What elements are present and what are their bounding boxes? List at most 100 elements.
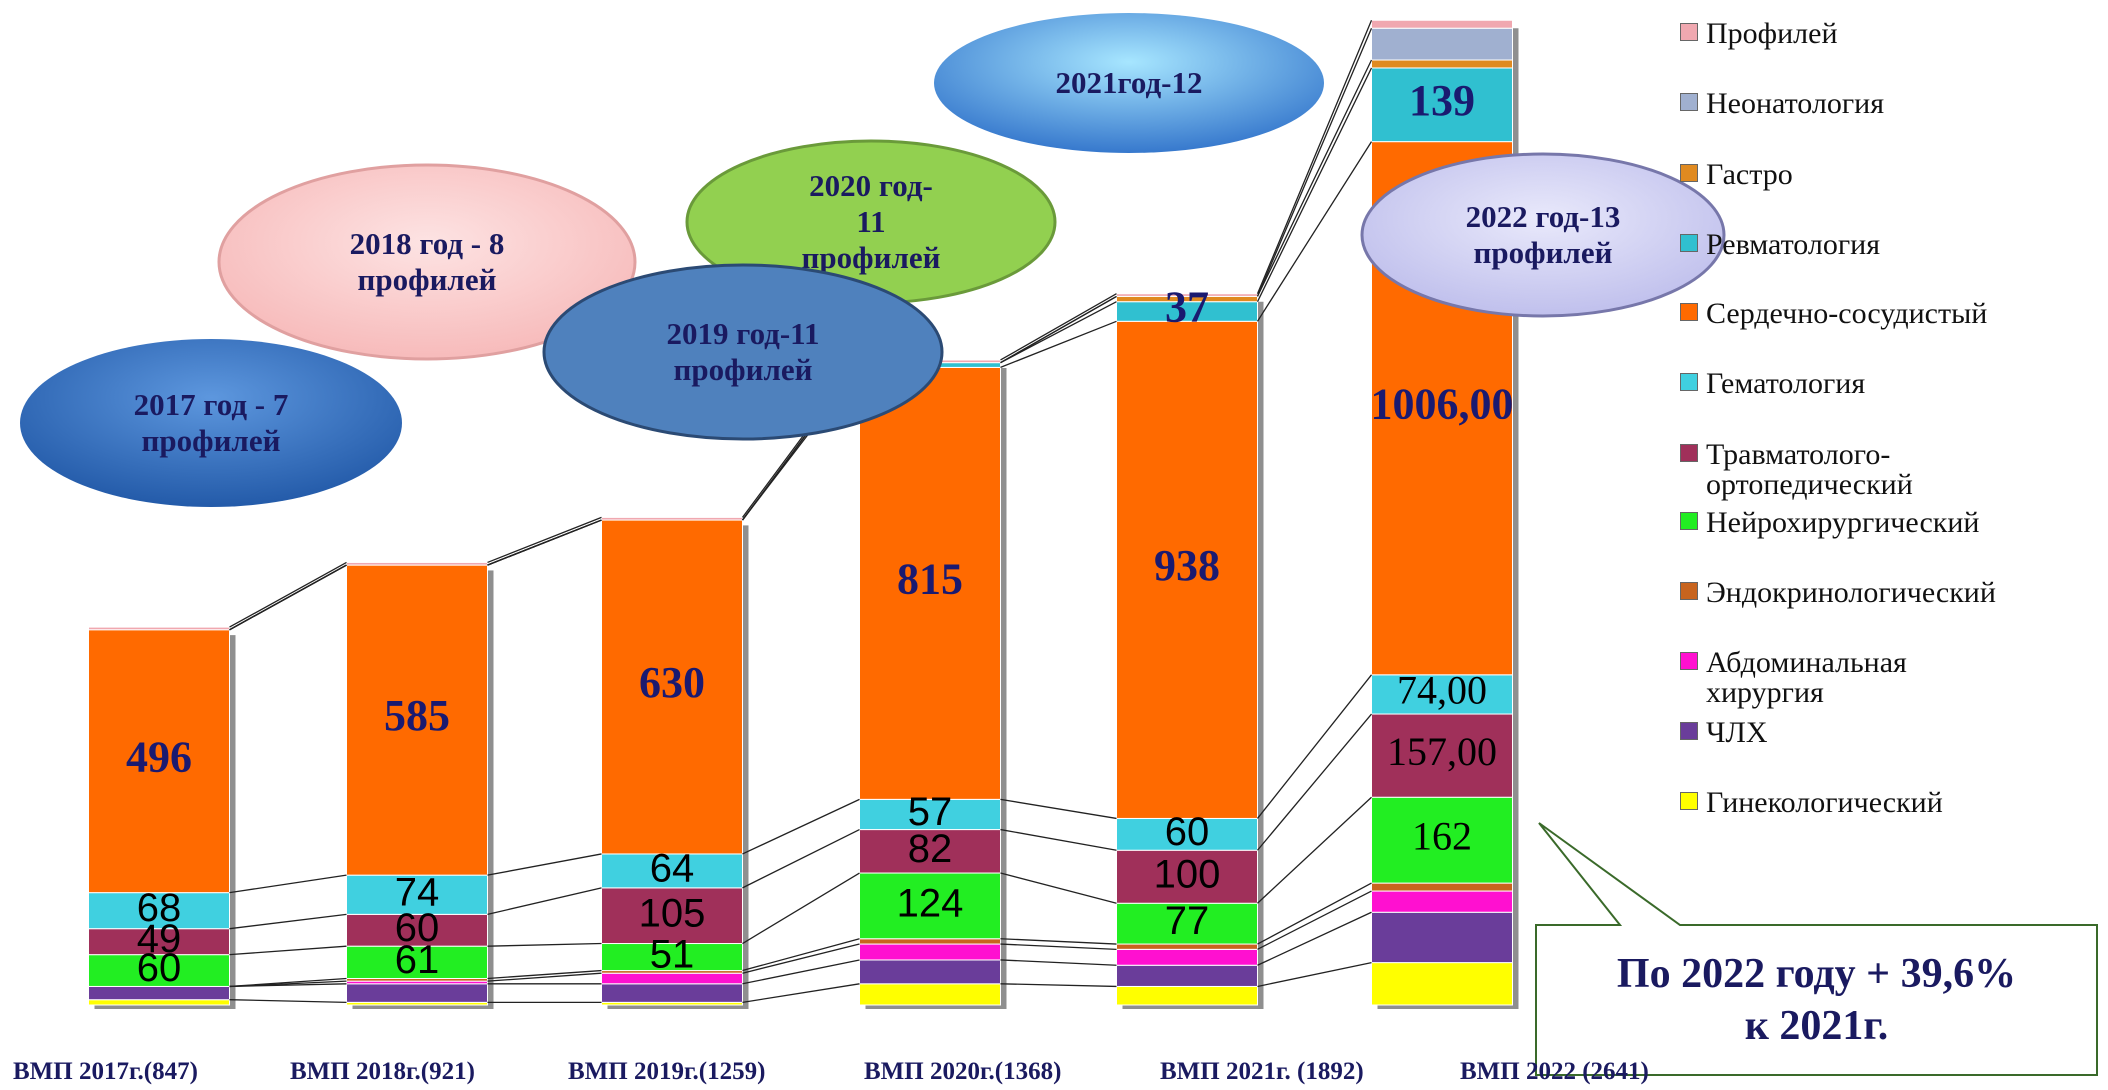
bar-segment [1371, 796, 1513, 884]
connector-line [1256, 141, 1373, 322]
legend-swatch [1680, 444, 1698, 462]
legend-item: Сердечно-сосудистый [1680, 299, 2100, 329]
bar-segment [601, 887, 743, 945]
annotation-ellipse [217, 163, 637, 361]
annotation-box: 2019 год-11 профилей [666, 316, 820, 387]
connector-line [742, 872, 860, 945]
connector-line [487, 887, 602, 916]
data-label: 37 [1165, 283, 1209, 332]
bar-segment [601, 516, 743, 521]
legend-label: ЧЛХ [1706, 716, 1768, 749]
data-label: 74,00 [1397, 668, 1487, 713]
data-label: 124 [897, 881, 964, 925]
bar-segment [88, 892, 230, 930]
data-label: 64 [650, 846, 695, 890]
annotation-text: 2019 год-11 профилей [666, 316, 820, 387]
callout-text: По 2022 году + 39,6% к 2021г. [1616, 951, 2017, 1049]
legend-label: Эндокринологический [1706, 576, 1996, 609]
bar-segment [1371, 911, 1513, 964]
connector-line [1000, 943, 1117, 950]
connector-line [487, 942, 602, 947]
connector-line [1257, 713, 1372, 851]
bar-segment [1371, 962, 1513, 1006]
legend-label: Профилей [1706, 17, 1838, 50]
data-label: 68 [137, 886, 182, 930]
legend-item: Неонатология [1680, 89, 2100, 119]
annotation-box: 2017 год - 7 профилей [133, 387, 289, 458]
bar-segment [346, 564, 488, 876]
bar-segment [346, 561, 488, 566]
legend-item: ЧЛХ [1680, 718, 2100, 748]
annotation-text: 2017 год - 7 профилей [133, 387, 289, 458]
data-label: 938 [1154, 541, 1220, 590]
data-label: 74 [395, 870, 440, 914]
annotation-box: 2022 год-13 профилей [1466, 199, 1621, 270]
bar-segment [1371, 674, 1513, 715]
connector-line [1257, 796, 1372, 904]
connector-line [742, 938, 860, 972]
data-label: 1006,00 [1371, 379, 1514, 428]
annotation-text: 2018 год - 8 профилей [349, 226, 505, 297]
data-label: 77 [1165, 899, 1210, 943]
connector-line [487, 853, 602, 876]
connector-line [1257, 882, 1372, 945]
data-label: 57 [908, 790, 953, 834]
legend-swatch [1680, 512, 1698, 530]
data-label: 60 [395, 906, 440, 950]
connector-line [1000, 798, 1117, 820]
x-tick-label: ВМП 2018г.(921) [290, 1058, 475, 1085]
data-label: 815 [897, 554, 963, 603]
bar-segment [1116, 902, 1258, 945]
bar-segment [601, 519, 743, 855]
bar-segment [346, 913, 488, 947]
connector-line [1000, 959, 1117, 966]
bar-segment [601, 853, 743, 889]
legend-item: Ревматология [1680, 230, 2100, 260]
connector-line [1256, 20, 1373, 294]
data-label: 49 [137, 917, 182, 961]
legend-label: Нейрохирургический [1706, 506, 1980, 539]
bar-segment [859, 798, 1001, 831]
connector-line [1000, 828, 1117, 851]
bar-segment [859, 829, 1001, 874]
legend-label: Гинекологический [1706, 786, 1943, 819]
legend-label: Ревматология [1706, 228, 1881, 261]
legend-label: Травматолого- ортопедический [1706, 438, 1913, 501]
data-label: 157,00 [1387, 729, 1497, 774]
data-label: 61 [395, 938, 440, 982]
data-label: 496 [126, 732, 192, 781]
connector-line [1000, 293, 1117, 361]
data-label: 585 [384, 691, 450, 740]
bar-segment [88, 626, 230, 631]
legend-swatch [1680, 652, 1698, 670]
annotation-text: 2021год-12 [1055, 65, 1203, 100]
connector-line [487, 519, 602, 566]
connector-line [742, 828, 860, 889]
bar-segment [88, 954, 230, 987]
connector-line [742, 798, 860, 855]
connector-line [1000, 872, 1117, 904]
bar-segment [1371, 27, 1513, 61]
legend-label: Гастро [1706, 158, 1793, 191]
annotation-box: 2021год-12 [1055, 65, 1203, 100]
connector-line [1256, 27, 1373, 297]
legend-swatch [1680, 23, 1698, 41]
legend-swatch [1680, 234, 1698, 252]
connector-line [1257, 961, 1372, 988]
connector-line [229, 913, 347, 930]
legend-item: Эндокринологический [1680, 578, 2100, 608]
connector-line [1000, 295, 1117, 364]
data-label: 162 [1412, 813, 1472, 858]
bar-segment [346, 945, 488, 979]
connector-line [1256, 674, 1373, 819]
bar-segment [1371, 713, 1513, 798]
legend-swatch [1680, 722, 1698, 740]
data-label: 105 [639, 891, 706, 935]
legend-item: Гематология [1680, 369, 2100, 399]
connector-line [487, 969, 602, 980]
legend-item: Нейрохирургический [1680, 508, 2100, 538]
data-label: 139 [1409, 76, 1475, 125]
annotation-ellipse [934, 13, 1324, 153]
legend-item: Гинекологический [1680, 788, 2100, 818]
legend-label: Абдоминальная хирургия [1706, 646, 1907, 709]
